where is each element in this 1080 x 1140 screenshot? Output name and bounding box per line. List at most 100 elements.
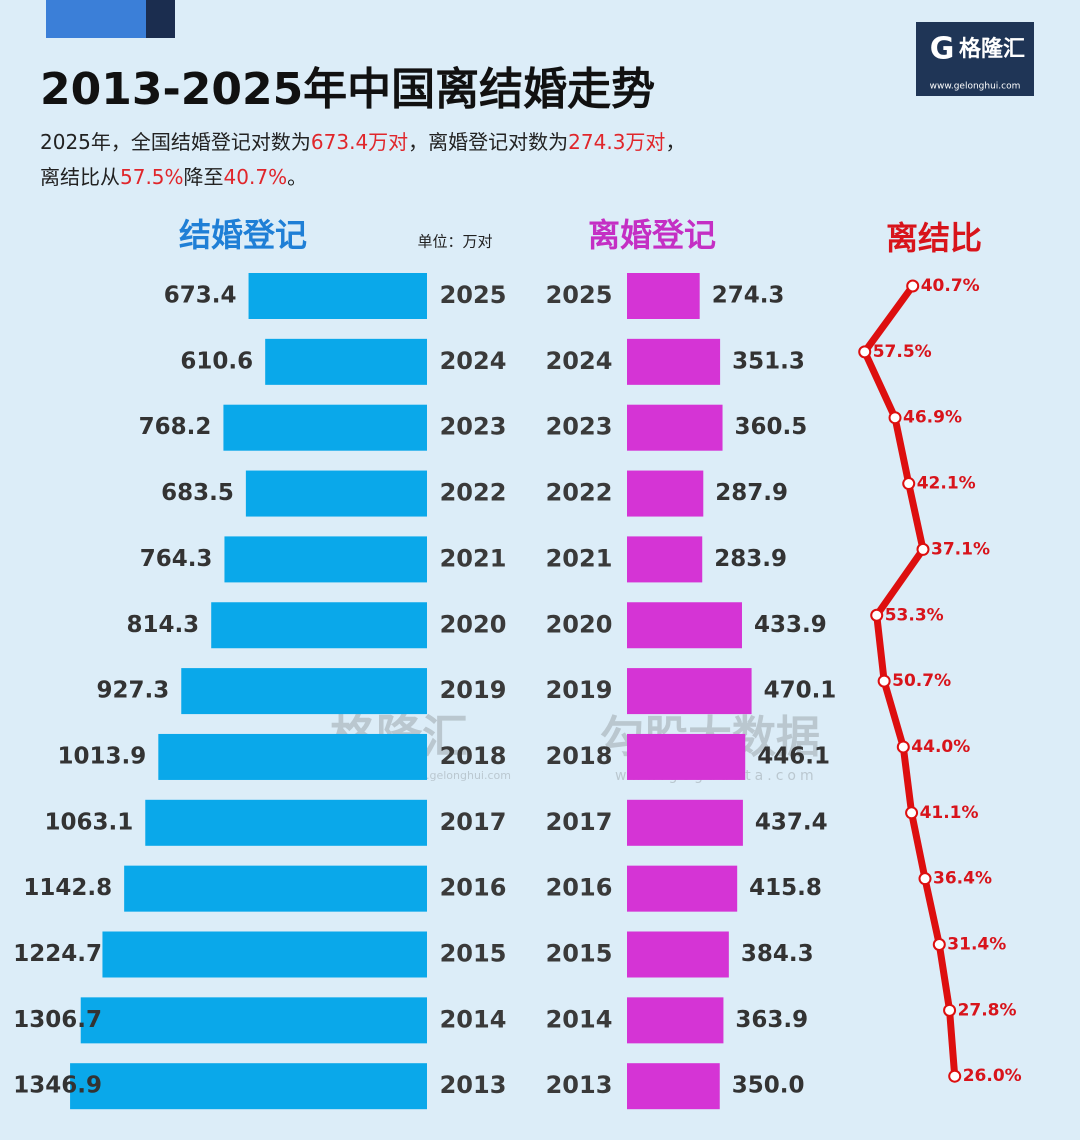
- bar: [627, 668, 752, 715]
- year-label: 2025: [440, 281, 507, 309]
- ratio-point: [916, 542, 930, 556]
- year-label: 2023: [440, 413, 507, 441]
- ratio-point: [948, 1069, 962, 1083]
- value-label: 351.3: [732, 348, 805, 374]
- value-label: 446.1: [757, 743, 830, 769]
- header-decor: [146, 0, 175, 38]
- ratio-label: 31.4%: [947, 935, 1006, 955]
- value-label: 768.2: [139, 414, 212, 440]
- bar: [265, 338, 427, 385]
- year-label: 2017: [440, 808, 507, 836]
- subtitle-line: 离结比从57.5%降至40.7%。: [40, 165, 307, 189]
- year-label: 2014: [546, 1005, 613, 1033]
- ratio-point: [888, 411, 902, 425]
- ratio-label: 53.3%: [885, 605, 944, 625]
- value-label: 363.9: [735, 1007, 808, 1033]
- bar: [248, 273, 427, 319]
- ratio-point: [918, 872, 932, 886]
- ratio-label: 46.9%: [903, 408, 962, 428]
- subtitle-text: ，离婚登记对数为: [408, 130, 568, 154]
- value-label: 350.0: [732, 1073, 805, 1099]
- ratio-point: [877, 674, 891, 688]
- ratio-point: [870, 608, 884, 622]
- value-label: 673.4: [164, 283, 237, 309]
- value-label: 384.3: [741, 941, 814, 967]
- bar: [627, 338, 721, 385]
- ratio-point: [906, 279, 920, 293]
- bar: [224, 536, 427, 583]
- value-label: 1306.7: [13, 1007, 102, 1033]
- bar: [627, 536, 703, 583]
- value-label: 764.3: [140, 546, 213, 572]
- logo-box: [916, 22, 1034, 96]
- bar: [627, 733, 746, 780]
- bar: [145, 799, 427, 846]
- value-label: 470.1: [764, 678, 837, 704]
- year-label: 2013: [440, 1071, 507, 1099]
- subtitle-line: 2025年，全国结婚登记对数为673.4万对，离婚登记对数为274.3万对，: [40, 130, 685, 154]
- subtitle-highlight: 40.7%: [224, 165, 288, 189]
- value-label: 683.5: [161, 480, 234, 506]
- bar: [102, 931, 427, 978]
- bar: [627, 931, 729, 978]
- year-label: 2024: [546, 347, 613, 375]
- year-label: 2015: [546, 940, 613, 968]
- value-label: 1142.8: [23, 875, 112, 901]
- value-label: 1346.9: [13, 1073, 102, 1099]
- value-label: 1013.9: [58, 743, 147, 769]
- year-label: 2023: [546, 413, 613, 441]
- year-label: 2021: [440, 544, 507, 572]
- value-label: 814.3: [126, 612, 199, 638]
- year-label: 2014: [440, 1005, 507, 1033]
- bar: [124, 865, 428, 912]
- bar: [627, 1063, 720, 1110]
- year-label: 2015: [440, 940, 507, 968]
- ratio-label: 40.7%: [921, 276, 980, 296]
- chart-title: 离婚登记: [588, 216, 716, 254]
- year-label: 2019: [546, 676, 613, 704]
- year-label: 2013: [546, 1071, 613, 1099]
- year-label: 2025: [546, 281, 613, 309]
- logo-url: www.gelonghui.com: [930, 82, 1021, 92]
- bar: [211, 602, 427, 649]
- bar: [627, 602, 742, 649]
- year-label: 2019: [440, 676, 507, 704]
- title: 2013-2025年中国离结婚走势: [40, 64, 655, 115]
- ratio-label: 41.1%: [920, 803, 979, 823]
- value-label: 274.3: [712, 283, 785, 309]
- year-label: 2016: [546, 874, 613, 902]
- value-label: 1063.1: [45, 809, 134, 835]
- value-label: 927.3: [96, 678, 169, 704]
- ratio-point: [858, 345, 872, 359]
- value-label: 360.5: [735, 414, 808, 440]
- year-label: 2016: [440, 874, 507, 902]
- bar: [627, 997, 724, 1044]
- ratio-point: [943, 1003, 957, 1017]
- bar: [223, 404, 427, 451]
- bar: [627, 865, 738, 912]
- year-label: 2018: [546, 742, 613, 770]
- ratio-point: [905, 806, 919, 820]
- value-label: 287.9: [715, 480, 788, 506]
- bar: [181, 668, 427, 715]
- ratio-point: [932, 938, 946, 951]
- logo-mark: G: [930, 32, 955, 67]
- ratio-label: 36.4%: [933, 869, 992, 889]
- bar: [70, 1063, 427, 1110]
- subtitle-highlight: 274.3万对: [568, 130, 665, 154]
- year-label: 2017: [546, 808, 613, 836]
- ratio-label: 26.0%: [963, 1066, 1022, 1086]
- value-label: 610.6: [180, 348, 253, 374]
- ratio-label: 50.7%: [892, 671, 951, 691]
- year-label: 2020: [546, 610, 613, 638]
- year-label: 2018: [440, 742, 507, 770]
- year-label: 2022: [440, 479, 507, 507]
- chart-title: 结婚登记: [179, 216, 307, 254]
- value-label: 1224.7: [13, 941, 102, 967]
- bar: [245, 470, 427, 517]
- ratio-label: 37.1%: [931, 539, 990, 559]
- logo-name: 格隆汇: [959, 36, 1025, 62]
- subtitle-highlight: 673.4万对: [311, 130, 408, 154]
